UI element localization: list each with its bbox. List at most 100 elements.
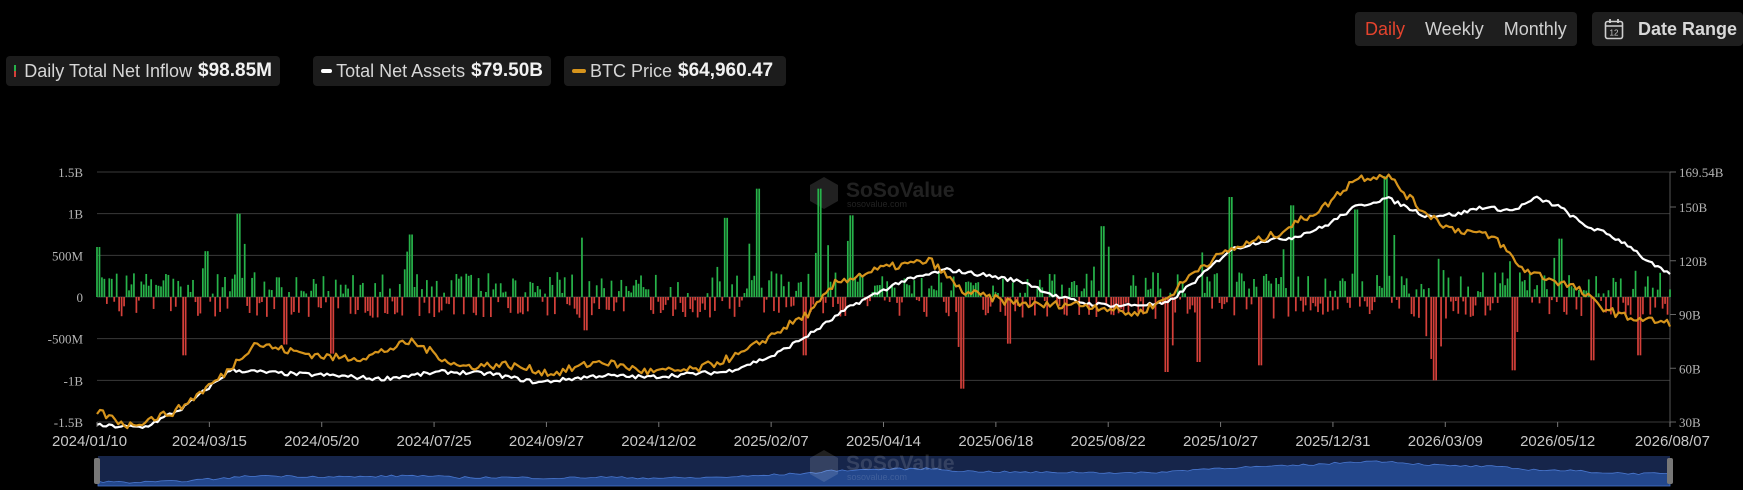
inflow-bar <box>1317 297 1319 313</box>
inflow-bar <box>677 282 679 297</box>
inflow-bar <box>1649 297 1652 315</box>
inflow-bar <box>989 297 992 307</box>
inflow-bar <box>938 272 940 297</box>
inflow-bar <box>970 282 972 297</box>
x-tick-label: 2024/01/10 <box>52 433 127 450</box>
inflow-bar <box>1302 297 1305 312</box>
inflow-bar <box>1597 293 1600 297</box>
inflow-bar <box>1413 297 1415 317</box>
inflow-bar <box>1538 297 1541 304</box>
inflow-bar <box>499 283 502 297</box>
inflow-bar <box>443 292 445 297</box>
inflow-bar <box>753 275 756 297</box>
x-tick-label: 2026/03/09 <box>1408 433 1483 450</box>
inflow-bar <box>1550 297 1553 301</box>
tab-monthly[interactable]: Monthly <box>1503 19 1567 39</box>
inflow-bar <box>920 277 923 297</box>
inflow-bar <box>1363 297 1366 302</box>
inflow-bar <box>1221 297 1223 309</box>
inflow-bar <box>334 279 337 297</box>
inflow-bar <box>1341 278 1344 297</box>
tab-daily[interactable]: Daily <box>1365 19 1406 39</box>
inflow-bar <box>155 284 157 297</box>
inflow-bar <box>898 297 901 316</box>
inflow-bar <box>115 273 118 297</box>
inflow-bar <box>475 297 477 316</box>
inflow-bar <box>231 278 234 297</box>
tab-weekly[interactable]: Weekly <box>1425 19 1484 39</box>
navigator-right-handle[interactable] <box>1667 458 1673 484</box>
inflow-bar <box>1435 297 1437 381</box>
inflow-bar <box>494 283 497 297</box>
inflow-bar <box>1563 297 1566 312</box>
inflow-bar <box>101 277 103 297</box>
legend-item-inflow[interactable]: Daily Total Net Inflow $98.85M <box>6 56 280 86</box>
inflow-bar <box>300 290 303 297</box>
inflow-bar <box>891 284 893 297</box>
legend-item-net-assets[interactable]: Total Net Assets $79.50B <box>313 56 551 86</box>
inflow-bar <box>1600 297 1602 301</box>
inflow-bar <box>236 213 239 297</box>
inflow-bar <box>133 273 135 297</box>
inflow-bar <box>859 273 861 297</box>
left-tick-label: 0 <box>77 290 84 305</box>
inflow-bar <box>765 297 768 300</box>
inflow-bar <box>110 278 113 297</box>
inflow-bar <box>1324 278 1327 297</box>
navigator-left-handle[interactable] <box>94 458 100 484</box>
inflow-bar <box>1452 297 1455 312</box>
inflow-bar <box>1006 297 1009 344</box>
inflow-bar <box>1637 297 1639 356</box>
inflow-bar <box>1477 291 1479 297</box>
inflow-bar <box>1090 280 1093 297</box>
inflow-bar <box>645 289 647 297</box>
inflow-bar <box>778 297 780 313</box>
inflow-bar <box>413 287 416 297</box>
inflow-bar <box>824 297 827 303</box>
inflow-bar <box>293 297 295 312</box>
inflow-bar <box>1378 285 1381 297</box>
inflow-bar <box>98 247 101 297</box>
inflow-bar <box>342 293 345 297</box>
inflow-bar <box>295 277 298 297</box>
inflow-bar <box>1053 274 1056 297</box>
inflow-bar <box>330 297 332 354</box>
inflow-bar <box>263 281 266 297</box>
inflow-bar <box>1395 297 1398 300</box>
inflow-bar <box>908 285 911 297</box>
date-range-button[interactable]: 12 Date Range <box>1592 12 1743 46</box>
inflow-bar <box>901 297 903 303</box>
inflow-bar <box>529 281 532 297</box>
inflow-bar <box>347 288 349 297</box>
inflow-bar <box>428 297 431 314</box>
inflow-bar <box>1189 297 1191 310</box>
navigator-area <box>97 460 1671 487</box>
inflow-bar <box>1558 238 1561 297</box>
legend-item-btc-price[interactable]: BTC Price $64,960.47 <box>564 56 786 86</box>
inflow-bar <box>113 297 116 302</box>
inflow-bar <box>1029 297 1031 308</box>
inflow-bar <box>869 297 871 302</box>
x-tick-label: 2024/05/20 <box>284 433 359 450</box>
inflow-bar <box>398 284 401 297</box>
inflow-bar <box>233 274 236 297</box>
inflow-bar <box>1400 276 1403 297</box>
inflow-bar <box>1282 249 1285 297</box>
inflow-bar <box>1196 297 1199 362</box>
range-navigator[interactable]: SoSoValue sosovalue.com <box>94 450 1673 487</box>
inflow-bar <box>1083 288 1085 297</box>
inflow-bar <box>448 297 450 305</box>
inflow-bar <box>1299 297 1302 301</box>
inflow-bar <box>691 297 694 313</box>
inflow-bar <box>135 297 138 313</box>
inflow-bar <box>1659 272 1662 297</box>
inflow-bar <box>302 291 305 297</box>
inflow-bar <box>1442 270 1445 297</box>
inflow-bar <box>1398 297 1401 309</box>
inflow-bar <box>1528 273 1531 297</box>
inflow-bar <box>1462 297 1465 302</box>
inflow-bar <box>952 276 955 297</box>
inflow-bar <box>861 275 864 297</box>
inflow-bar <box>1469 297 1472 317</box>
inflow-bar <box>453 297 455 315</box>
